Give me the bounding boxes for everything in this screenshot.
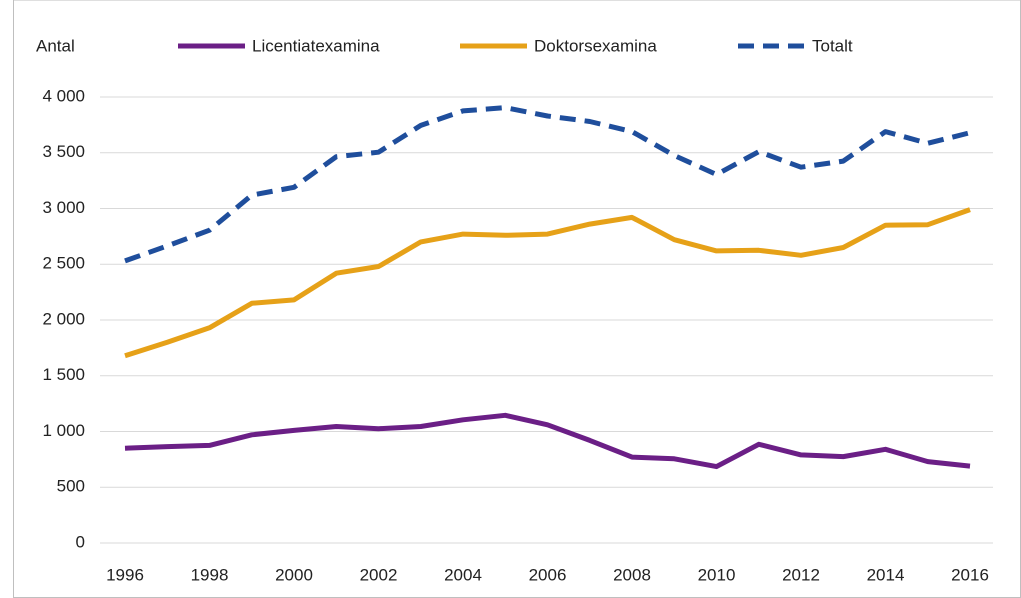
x-tick-label: 1996 [106,565,144,584]
y-axis-label: Antal [36,36,75,55]
y-tick-label: 2 000 [42,309,85,328]
x-tick-label: 2002 [360,565,398,584]
y-tick-label: 1 500 [42,365,85,384]
series-line [124,207,971,359]
legend-label: Totalt [812,36,853,55]
x-tick-label: 2010 [698,565,736,584]
x-tick-label: 1998 [191,565,229,584]
series-line [124,412,971,470]
y-tick-label: 1 000 [42,421,85,440]
series-line [124,105,971,264]
x-tick-label: 2014 [867,565,905,584]
x-tick-label: 2004 [444,565,482,584]
y-tick-label: 2 500 [42,254,85,273]
y-tick-label: 500 [57,477,85,496]
x-tick-label: 2012 [782,565,820,584]
x-tick-label: 2006 [529,565,567,584]
x-tick-label: 2000 [275,565,313,584]
y-tick-label: 4 000 [42,86,85,105]
x-tick-label: 2008 [613,565,651,584]
y-tick-label: 3 000 [42,198,85,217]
chart-frame [13,0,1021,598]
x-tick-label: 2016 [951,565,989,584]
legend-label: Doktorsexamina [534,36,657,55]
y-tick-label: 0 [76,532,85,551]
y-tick-label: 3 500 [42,142,85,161]
legend-label: Licentiatexamina [252,36,380,55]
